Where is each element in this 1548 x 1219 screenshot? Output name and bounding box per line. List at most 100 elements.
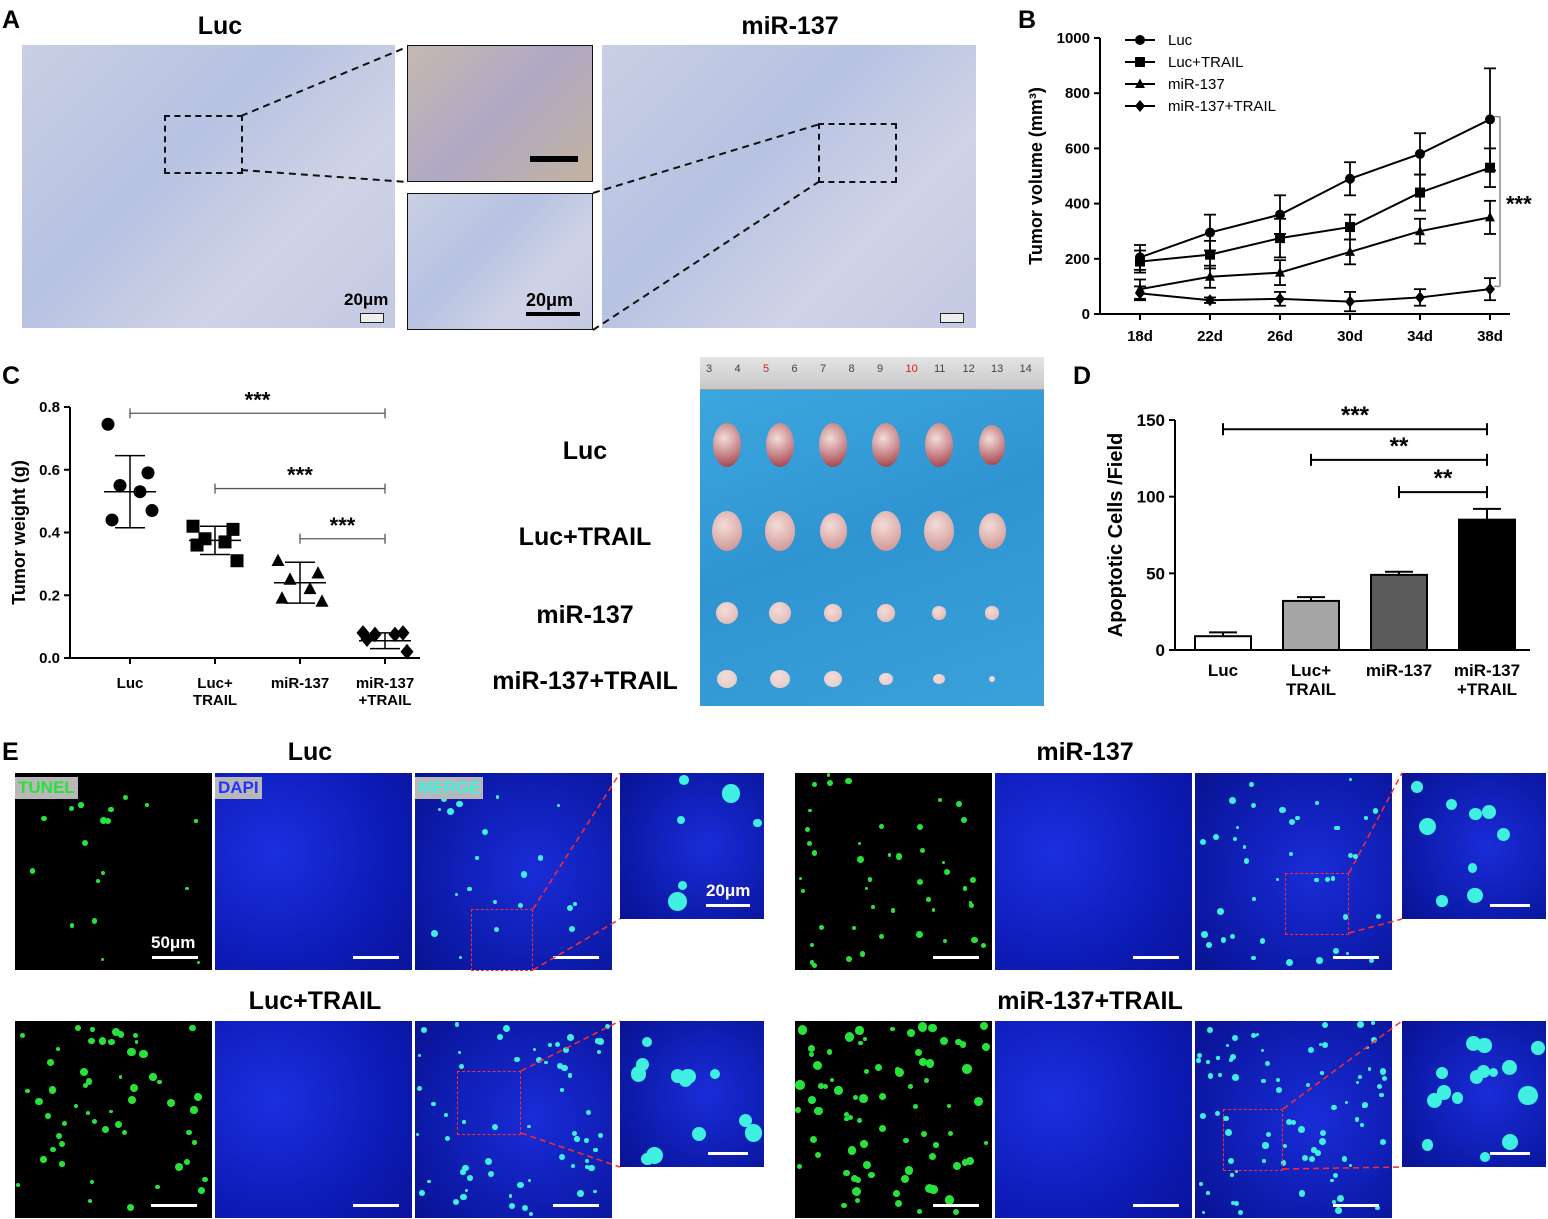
- scale-bar: [708, 1152, 748, 1155]
- fluorescent-cell: [1295, 816, 1300, 821]
- fluorescent-cell: [920, 848, 926, 854]
- data-point: [190, 538, 204, 552]
- fluorescent-cell: [1280, 1160, 1287, 1167]
- tunel-image-mir137-trail: [795, 1021, 992, 1218]
- fluorescent-cell: [952, 1161, 961, 1171]
- fluorescent-cell: [983, 1141, 988, 1146]
- fluorescent-cell: [864, 886, 868, 890]
- fluorescent-cell: [812, 782, 818, 787]
- fluorescent-cell: [847, 1114, 853, 1120]
- fluorescent-cell: [1265, 1131, 1271, 1137]
- scale-bar-ihc-mir137: [940, 313, 964, 323]
- zoom-box: [471, 909, 533, 971]
- fluorescent-cell: [1223, 1116, 1229, 1122]
- fluorescent-cell: [454, 1022, 459, 1027]
- fluorescent-cell: [893, 1190, 901, 1198]
- panel-label-c: C: [2, 362, 21, 390]
- fluorescent-cell: [1465, 1036, 1481, 1052]
- fluorescent-cell: [1224, 1129, 1232, 1137]
- scale-bar: [151, 1204, 197, 1207]
- fluorescent-cell: [744, 1124, 763, 1142]
- fluorescent-cell: [561, 1065, 568, 1072]
- sig-label: **: [1390, 433, 1409, 460]
- merge-inset-luc: 20μm: [620, 773, 764, 919]
- fluorescent-cell: [90, 1027, 95, 1032]
- x-tick-label: Luc+ TRAIL: [193, 675, 237, 709]
- fluorescent-cell: [925, 1058, 935, 1068]
- fluorescent-cell: [955, 800, 963, 808]
- y-tick-label: 0.8: [39, 399, 60, 416]
- fluorescent-cell: [1324, 877, 1330, 883]
- merge-image-luc: MERGE: [415, 773, 612, 971]
- fluorescent-cell: [917, 878, 924, 885]
- fluorescent-cell: [185, 887, 189, 891]
- tumor-specimen: [879, 672, 893, 686]
- fluorescent-cell: [155, 1185, 160, 1190]
- data-point: [226, 522, 240, 536]
- fluorescent-cell: [566, 905, 574, 912]
- fluorescent-cell: [862, 1036, 868, 1042]
- fluorescent-cell: [567, 1073, 573, 1078]
- fluorescent-cell: [974, 1096, 984, 1106]
- data-point: [315, 594, 329, 607]
- fluorescent-cell: [904, 1166, 914, 1175]
- fluorescent-cell: [890, 908, 896, 913]
- fluorescent-cell: [459, 956, 463, 960]
- data-point: [1275, 209, 1285, 220]
- channel-label-merge: MERGE: [415, 777, 484, 799]
- fluorescent-cell: [860, 1140, 868, 1148]
- fluorescent-cell: [1436, 895, 1448, 907]
- fluorescent-cell: [560, 1088, 564, 1092]
- fluorescent-cell: [1208, 1073, 1214, 1079]
- fluorescent-cell: [1368, 958, 1374, 964]
- fluorescent-cell: [962, 885, 968, 891]
- tumor-specimen: [717, 670, 737, 688]
- ihc-image-luc: 20μm: [22, 45, 395, 328]
- ruler-number: 9: [877, 363, 884, 375]
- fluorescent-cell: [1279, 806, 1286, 814]
- legend-label: Luc+TRAIL: [1168, 54, 1243, 71]
- fluorescent-cell: [845, 777, 852, 785]
- fluorescent-cell: [827, 780, 834, 787]
- y-tick-label: 0.4: [39, 525, 61, 542]
- fluorescent-cell: [117, 1031, 125, 1038]
- fluorescent-cell: [1333, 948, 1339, 954]
- ruler-number: 12: [962, 363, 975, 375]
- fluorescent-cell: [533, 1047, 537, 1051]
- fluorescent-cell: [508, 1194, 513, 1198]
- fluorescent-cell: [572, 1130, 578, 1136]
- fluorescent-cell: [1252, 897, 1256, 901]
- y-tick-label: 200: [1065, 251, 1090, 268]
- fluorescent-cell: [69, 923, 75, 928]
- fluorescent-cell: [1265, 1061, 1271, 1067]
- fluorescent-cell: [1357, 1021, 1365, 1029]
- fluorescent-cell: [961, 1159, 969, 1166]
- fluorescent-cell: [1370, 1036, 1377, 1044]
- tumor-specimen: [985, 606, 999, 620]
- ihc-inset-luc: [407, 45, 593, 182]
- fluorescent-cell: [800, 888, 805, 893]
- fluorescent-cell: [1217, 908, 1224, 915]
- fluorescent-cell: [121, 1129, 127, 1135]
- fluorescent-cell: [1360, 1122, 1365, 1127]
- x-tick-label: miR-137: [271, 675, 329, 692]
- ruler-number: 4: [734, 363, 741, 375]
- x-tick-label: 34d: [1407, 328, 1433, 345]
- zoom-box: [457, 1071, 521, 1135]
- fluorescent-cell: [895, 853, 903, 860]
- legend-label: miR-137: [1168, 76, 1225, 93]
- fluorescent-cell: [460, 1169, 466, 1175]
- fluorescent-cell: [1436, 1085, 1451, 1100]
- fluorescent-cell: [58, 1140, 65, 1147]
- fluorescent-cell: [61, 1121, 67, 1127]
- fluorescent-cell: [134, 1040, 139, 1044]
- fluorescent-cell: [917, 1208, 923, 1214]
- group-title-luc: Luc: [287, 738, 333, 766]
- fluorescent-cell: [1206, 1059, 1210, 1064]
- fluorescent-cell: [809, 959, 815, 965]
- fluorescent-cell: [517, 903, 523, 908]
- fluorescent-cell: [536, 1056, 543, 1064]
- sig-label: ***: [245, 387, 271, 412]
- fluorescent-cell: [1302, 1154, 1308, 1161]
- fluorescent-cell: [1255, 1032, 1260, 1037]
